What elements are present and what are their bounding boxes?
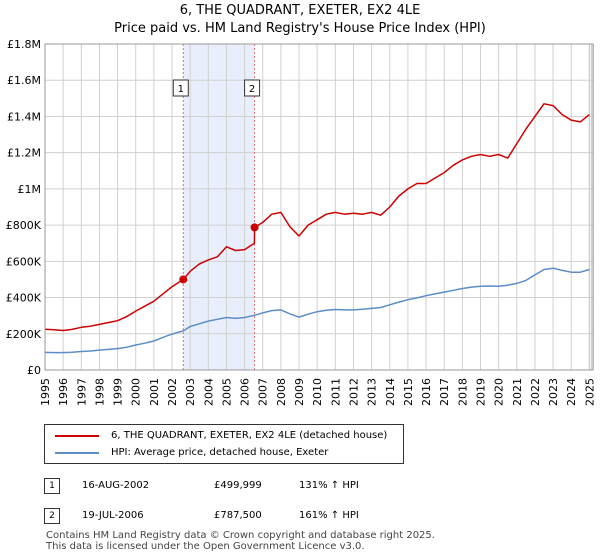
plot-area xyxy=(45,44,593,370)
y-tick-label: £1M xyxy=(18,183,42,196)
legend-label-hpi: HPI: Average price, detached house, Exet… xyxy=(111,447,329,458)
y-tick-label: £600K xyxy=(6,255,42,268)
y-tick-label: £1.4M xyxy=(7,110,41,123)
sale-point xyxy=(250,223,259,232)
plot-border xyxy=(44,43,594,371)
ownership-shaded-region xyxy=(183,44,255,370)
y-tick-label: £1.2M xyxy=(7,147,41,160)
sale-marker-label: 1 xyxy=(178,84,184,95)
y-tick-label: £0 xyxy=(27,364,41,377)
footer-attribution: Contains HM Land Registry data © Crown c… xyxy=(46,530,435,552)
x-tick-label: 2001 xyxy=(148,378,161,406)
y-tick-label: £800K xyxy=(6,219,42,232)
legend: 6, THE QUADRANT, EXETER, EX2 4LE (detach… xyxy=(44,424,404,464)
x-tick-label: 2006 xyxy=(239,378,252,406)
x-tick-label: 2017 xyxy=(438,378,451,406)
transaction-hpi-change: 131% ↑ HPI xyxy=(299,480,359,491)
x-tick-label: 2019 xyxy=(474,378,487,406)
x-tick-label: 2014 xyxy=(384,378,397,406)
footer-licence: This data is licensed under the Open Gov… xyxy=(46,541,365,552)
x-tick-label: 2024 xyxy=(565,378,578,406)
x-tick-label: 2002 xyxy=(166,378,179,406)
price-chart: £0 £200K £400K £600K £800K £1M £1.2M £1.4M £1.6M… xyxy=(6,38,597,406)
transaction-number-badge: 2 xyxy=(44,508,60,524)
property-price-line xyxy=(44,103,590,332)
x-tick-label: 2023 xyxy=(547,378,560,406)
chart-title: 6, THE QUADRANT, EXETER, EX2 4LE Price p… xyxy=(0,2,600,38)
legend-swatch-property xyxy=(55,435,99,437)
y-tick-label: £200K xyxy=(6,328,42,341)
sale-marker-box xyxy=(244,79,261,97)
sale-marker-label: 2 xyxy=(249,84,255,95)
x-tick-label: 2016 xyxy=(420,378,433,406)
y-tick-label: £1.8M xyxy=(7,38,41,51)
transaction-hpi-change: 161% ↑ HPI xyxy=(299,510,359,521)
x-tick-label: 2011 xyxy=(329,378,342,406)
x-tick-label: 2007 xyxy=(257,378,270,406)
y-tick-label: £1.6M xyxy=(7,74,41,87)
x-tick-label: 2015 xyxy=(402,378,415,406)
x-tick-label: 2010 xyxy=(311,378,324,406)
x-tick-label: 2000 xyxy=(130,378,143,406)
x-tick-label: 2009 xyxy=(293,378,306,406)
transaction-date: 19-JUL-2006 xyxy=(82,510,144,521)
x-tick-label: 1999 xyxy=(112,378,125,406)
transaction-date: 16-AUG-2002 xyxy=(82,480,150,491)
footer-copyright: Contains HM Land Registry data © Crown c… xyxy=(46,530,435,541)
x-tick-label: 2004 xyxy=(202,378,215,406)
x-tick-label: 2003 xyxy=(184,378,197,406)
y-tick-label: £400K xyxy=(6,292,42,305)
transaction-price: £499,999 xyxy=(214,480,262,491)
hpi-line xyxy=(44,267,590,354)
transaction-number-badge: 1 xyxy=(44,478,60,494)
x-tick-label: 1998 xyxy=(93,378,106,406)
x-tick-label: 2013 xyxy=(366,378,379,406)
legend-swatch-hpi xyxy=(55,452,99,454)
x-tick-label: 2022 xyxy=(529,378,542,406)
title-line-2: Price paid vs. HM Land Registry's House … xyxy=(114,21,486,36)
legend-item-property: 6, THE QUADRANT, EXETER, EX2 4LE (detach… xyxy=(55,428,387,444)
x-tick-label: 2012 xyxy=(347,378,360,406)
x-tick-label: 2025 xyxy=(583,378,596,406)
title-line-1: 6, THE QUADRANT, EXETER, EX2 4LE xyxy=(179,3,421,18)
legend-item-hpi: HPI: Average price, detached house, Exet… xyxy=(55,445,328,461)
transaction-price: £787,500 xyxy=(214,510,262,521)
legend-label-property: 6, THE QUADRANT, EXETER, EX2 4LE (detach… xyxy=(111,430,388,441)
sale-marker-box xyxy=(172,79,189,97)
x-tick-label: 2021 xyxy=(511,378,524,406)
x-tick-label: 2008 xyxy=(275,378,288,406)
x-tick-label: 1996 xyxy=(57,378,70,406)
x-tick-label: 2020 xyxy=(493,378,506,406)
sale-point xyxy=(179,275,188,284)
x-tick-label: 1995 xyxy=(39,378,52,406)
x-tick-label: 1997 xyxy=(75,378,88,406)
x-tick-label: 2005 xyxy=(220,378,233,406)
x-tick-label: 2018 xyxy=(456,378,469,406)
